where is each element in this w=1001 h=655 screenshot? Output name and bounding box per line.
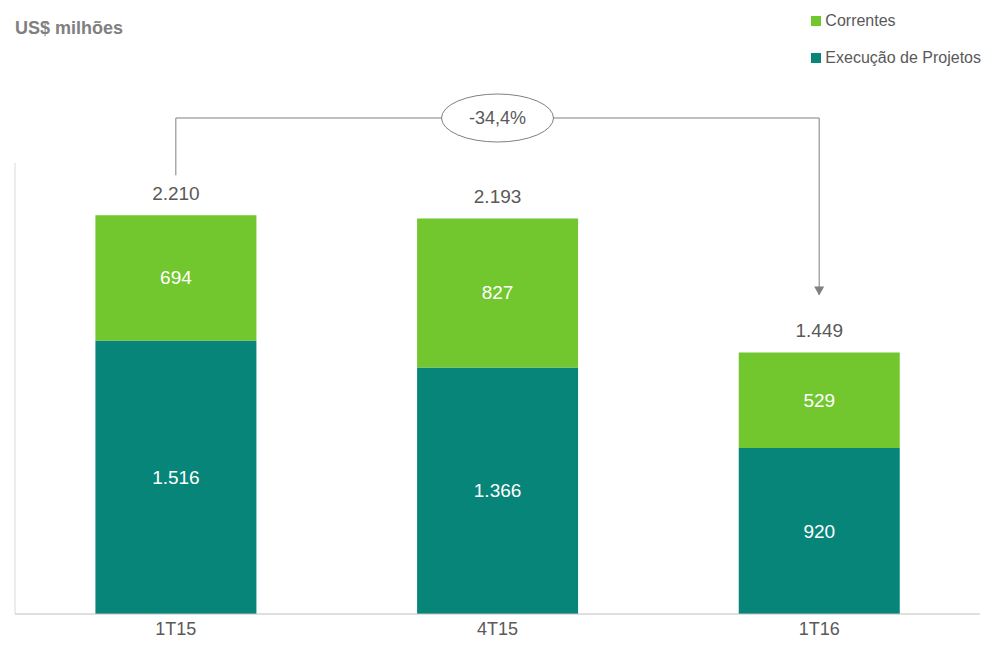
svg-text:920: 920 — [803, 521, 835, 542]
svg-text:1.366: 1.366 — [474, 480, 522, 501]
svg-text:4T15: 4T15 — [477, 619, 518, 639]
svg-text:827: 827 — [482, 282, 514, 303]
svg-text:1.516: 1.516 — [152, 467, 200, 488]
svg-text:-34,4%: -34,4% — [469, 108, 526, 128]
svg-text:1T15: 1T15 — [155, 619, 196, 639]
html-text:Execução de Projetos: Execução de Projetos — [825, 49, 981, 66]
html-text:Correntes: Correntes — [825, 12, 896, 29]
svg-text:2.193: 2.193 — [474, 186, 522, 207]
html-text:US$ milhões: US$ milhões — [15, 18, 123, 38]
svg-text:2.210: 2.210 — [152, 183, 200, 204]
svg-text:1T16: 1T16 — [799, 619, 840, 639]
svg-text:694: 694 — [160, 267, 192, 288]
svg-text:529: 529 — [803, 390, 835, 411]
svg-text:1.449: 1.449 — [795, 320, 843, 341]
